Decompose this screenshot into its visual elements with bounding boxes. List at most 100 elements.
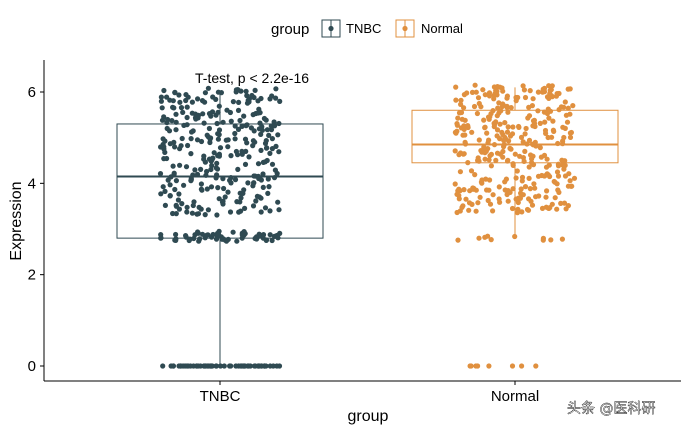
data-point — [472, 82, 478, 88]
data-point — [539, 205, 546, 211]
data-point — [567, 178, 573, 184]
data-point — [230, 99, 236, 105]
data-point — [510, 162, 516, 168]
data-point — [190, 202, 196, 209]
data-point — [477, 194, 483, 200]
data-point — [254, 193, 260, 199]
data-point — [183, 164, 190, 170]
data-point — [525, 207, 532, 213]
data-point — [222, 237, 228, 243]
data-point — [555, 163, 562, 169]
data-point — [172, 237, 178, 243]
data-point — [509, 363, 516, 369]
data-point — [242, 161, 249, 167]
data-point — [274, 170, 280, 177]
data-point — [244, 122, 250, 128]
watermark: 头条 @医科研 — [567, 400, 656, 417]
data-point — [487, 153, 493, 159]
data-point — [160, 184, 166, 190]
x-ticks: TNBC Normal — [200, 381, 539, 405]
data-point — [266, 184, 272, 190]
data-point — [241, 363, 247, 369]
data-point — [238, 195, 244, 201]
data-point — [526, 175, 532, 181]
data-point — [275, 199, 281, 205]
data-point — [176, 191, 182, 197]
data-point — [267, 208, 273, 214]
data-point — [562, 99, 568, 105]
data-point — [221, 185, 227, 192]
data-point — [525, 115, 531, 121]
data-point — [257, 110, 263, 116]
data-point — [469, 129, 475, 135]
data-point — [485, 197, 491, 204]
data-point — [204, 186, 210, 192]
data-point — [273, 86, 279, 92]
data-point — [554, 91, 560, 97]
data-point — [230, 229, 236, 235]
data-point — [567, 134, 574, 140]
data-point — [274, 232, 280, 239]
data-point — [270, 363, 276, 369]
data-point — [513, 196, 519, 202]
data-point — [214, 120, 220, 127]
data-point — [210, 231, 216, 238]
data-point — [210, 94, 216, 100]
data-point — [522, 131, 528, 137]
data-point — [475, 155, 481, 161]
data-point — [214, 160, 220, 166]
data-point — [535, 89, 542, 95]
data-point — [206, 125, 212, 132]
data-point — [259, 363, 265, 369]
data-point — [551, 178, 557, 185]
data-point — [461, 126, 467, 132]
data-point — [167, 182, 173, 188]
data-point — [195, 96, 201, 102]
data-point — [192, 111, 198, 117]
data-point — [183, 92, 189, 98]
data-point — [530, 96, 536, 102]
data-point — [264, 127, 270, 133]
data-point — [188, 178, 194, 184]
data-point — [242, 205, 248, 211]
y-ticks: 0 2 4 6 — [28, 84, 44, 375]
data-point — [188, 136, 194, 142]
data-point — [561, 104, 567, 110]
data-point — [512, 151, 518, 157]
data-point — [219, 199, 226, 205]
data-point — [521, 158, 527, 164]
data-point — [521, 87, 528, 93]
data-point — [215, 109, 221, 115]
data-point — [478, 104, 484, 110]
data-point — [168, 363, 174, 369]
data-point — [552, 195, 558, 201]
data-point — [458, 97, 464, 103]
data-point — [535, 108, 541, 114]
data-point — [541, 109, 548, 115]
data-point — [564, 119, 571, 125]
data-point — [162, 202, 168, 208]
data-point — [484, 130, 490, 136]
legend-key-normal — [395, 19, 415, 38]
data-point — [456, 186, 462, 192]
data-point — [494, 133, 500, 139]
data-point — [512, 233, 518, 240]
data-point — [213, 236, 220, 242]
data-point — [222, 194, 228, 200]
data-point — [522, 94, 529, 101]
data-point — [171, 105, 177, 111]
data-point — [194, 137, 201, 143]
data-point — [508, 105, 514, 111]
x-tick-label: TNBC — [200, 388, 241, 405]
data-point — [228, 180, 234, 186]
data-point — [214, 212, 220, 218]
x-tick-label: Normal — [491, 388, 539, 405]
data-point — [255, 161, 262, 167]
data-point — [542, 119, 548, 125]
plot-area — [116, 82, 619, 369]
data-point — [540, 237, 546, 243]
data-point — [494, 113, 500, 119]
data-point — [505, 157, 511, 163]
data-point — [202, 99, 208, 105]
data-point — [157, 171, 164, 177]
